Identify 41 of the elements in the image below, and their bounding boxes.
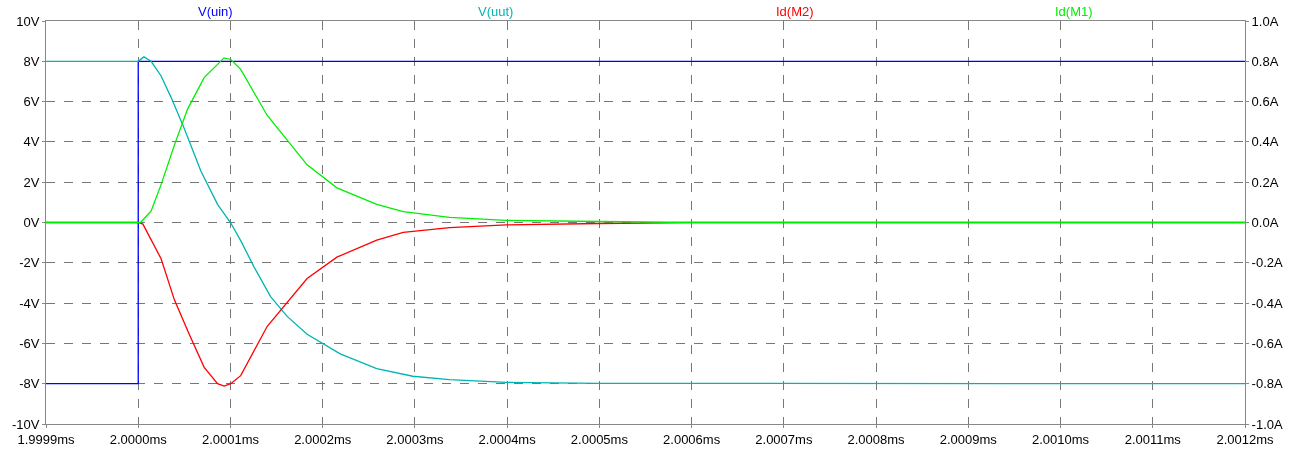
y2-tick-label: 0.4A <box>1251 134 1279 150</box>
x-tick-label: 2.0000ms <box>109 431 168 447</box>
x-tick-label: 2.0009ms <box>939 431 998 447</box>
x-tick-label: 2.0011ms <box>1124 431 1182 447</box>
y2-tick-label: 0.0A <box>1251 215 1279 231</box>
y2-tick-label: -1.0A <box>1251 416 1283 432</box>
y2-tick-label: -0.8A <box>1251 376 1283 392</box>
y2-tick-label: -0.6A <box>1251 335 1283 351</box>
y-tick-label: 6V <box>23 94 40 110</box>
y-tick-label: -2V <box>19 255 40 271</box>
y-tick-label: 2V <box>23 174 40 190</box>
x-tick-label: 2.0008ms <box>847 431 906 447</box>
line-series <box>46 57 1245 224</box>
x-tick-label: 2.0003ms <box>386 431 444 447</box>
x-tick-label: 2.0010ms <box>1031 431 1090 447</box>
x-tick-label: 2.0006ms <box>663 431 721 447</box>
y2-tick-label: -0.2A <box>1251 255 1283 271</box>
x-tick-label: 2.0001ms <box>201 431 260 447</box>
text: Id(M1) <box>1055 4 1093 19</box>
y2-tick-label: -0.4A <box>1251 295 1283 311</box>
y2-tick-label: 0.2A <box>1251 174 1279 190</box>
y-tick-label: 4V <box>23 134 40 150</box>
y2-tick-label: 1.0A <box>1251 13 1279 29</box>
text: Id(M2) <box>776 4 814 19</box>
y-tick-label: -10V <box>11 416 40 432</box>
text: V(uin) <box>198 4 233 19</box>
x-tick-label: 2.0007ms <box>755 431 813 447</box>
x-tick-label: 2.0005ms <box>570 431 629 447</box>
x-tick-label: 2.0004ms <box>478 431 537 447</box>
y-tick-label: 10V <box>16 13 40 29</box>
x-tick-label: 2.0012ms <box>1216 431 1275 447</box>
y2-tick-label: 0.8A <box>1251 53 1279 69</box>
text: V(uut) <box>478 4 514 19</box>
y-tick-label: 0V <box>23 215 40 231</box>
x-tick-label: 1.9999ms <box>17 431 76 447</box>
y-tick-label: 8V <box>23 53 40 69</box>
y-tick-label: -6V <box>19 335 40 351</box>
y2-tick-label: 0.6A <box>1251 94 1279 110</box>
x-tick-label: 2.0002ms <box>294 431 352 447</box>
y-tick-label: -8V <box>19 376 40 392</box>
y-tick-label: -4V <box>19 295 40 311</box>
